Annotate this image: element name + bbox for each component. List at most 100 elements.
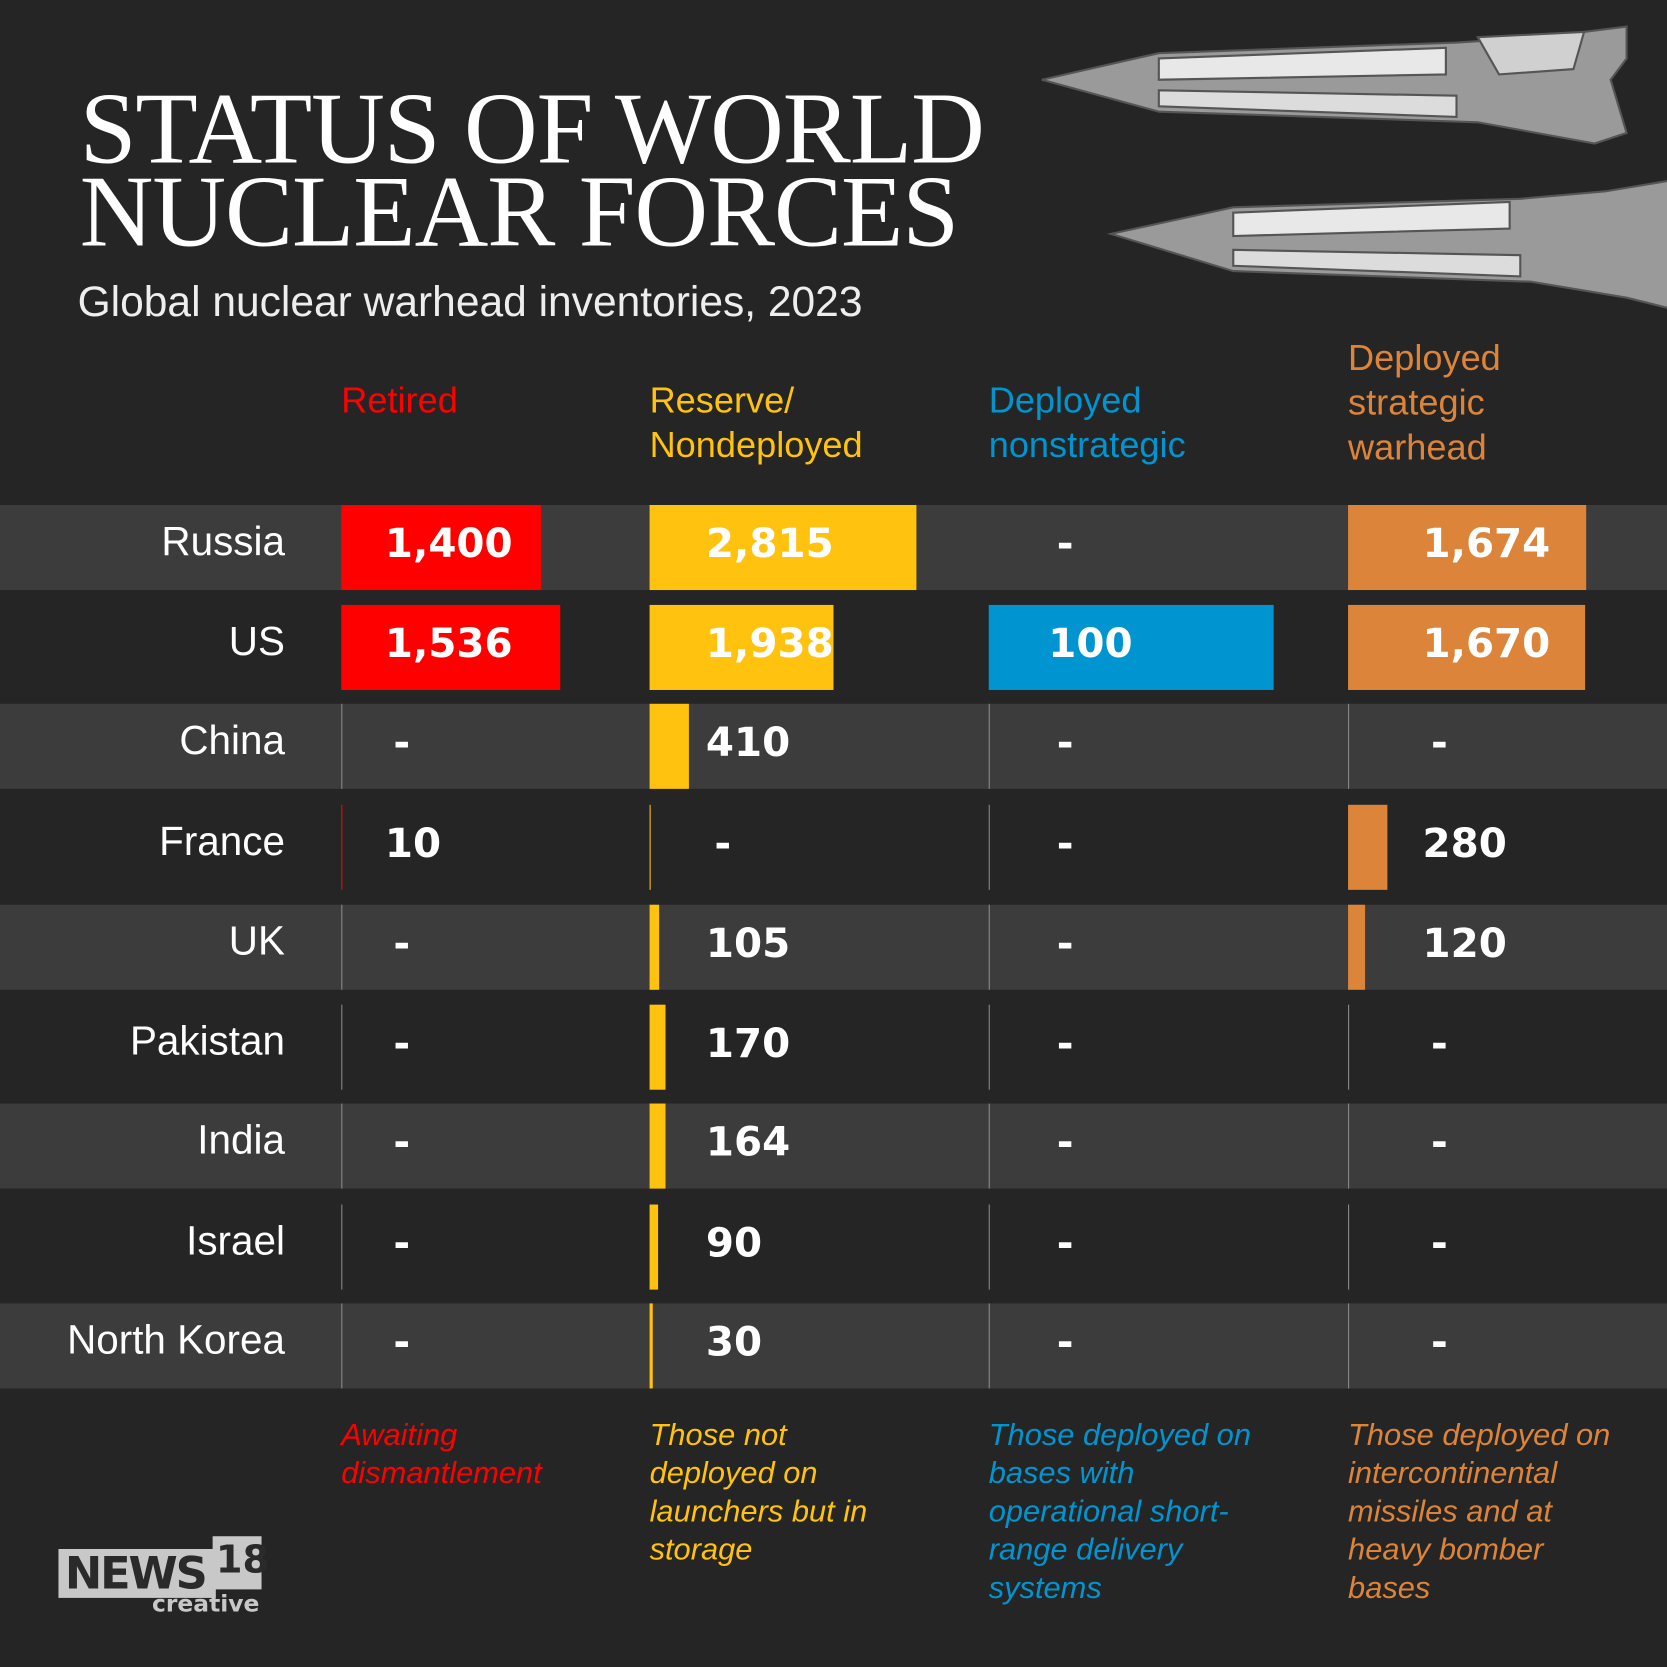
value-bar (649, 1004, 666, 1090)
value-bar (1348, 504, 1587, 591)
country-label: France (159, 819, 285, 865)
value-bar (341, 904, 343, 990)
table-row: North Korea - 30 - - (0, 1303, 1667, 1389)
value-bar (649, 1103, 666, 1189)
value-label: - (393, 718, 411, 766)
table-row: France 10 - - 280 (0, 804, 1667, 890)
value-bar (1348, 1303, 1350, 1389)
value-bar (341, 703, 343, 789)
value-bar (649, 904, 660, 990)
country-label: Israel (186, 1219, 285, 1265)
table-row: Russia 1,400 2,815 - 1,674 (0, 504, 1667, 591)
value-bar (649, 1303, 653, 1389)
value-bar (1348, 804, 1388, 890)
title-line-2: NUCLEAR FORCES (79, 154, 959, 268)
country-label: Russia (161, 519, 285, 565)
value-bar (1348, 904, 1366, 990)
value-label: - (1430, 1318, 1448, 1366)
column-header-reserve: Reserve/ Nondeployed (649, 380, 863, 466)
value-bar (649, 504, 917, 591)
value-bar (341, 1303, 343, 1389)
value-label: - (1056, 519, 1074, 567)
value-label: 120 (1422, 919, 1507, 967)
note-nonstrategic: Those deployed on bases with operational… (988, 1418, 1251, 1606)
country-label: North Korea (67, 1318, 285, 1363)
value-bar (341, 504, 541, 591)
value-bar (649, 703, 689, 789)
value-bar (341, 1004, 343, 1090)
note-retired: Awaiting dismantlement (341, 1418, 542, 1491)
value-bar (341, 1103, 343, 1189)
value-label: - (1056, 1219, 1074, 1267)
value-label: - (1056, 718, 1074, 766)
table-row: Israel - 90 - - (0, 1204, 1667, 1290)
value-bar (1348, 1004, 1350, 1090)
table-row: China - 410 - - (0, 703, 1667, 789)
value-label: 170 (705, 1019, 791, 1067)
table-row: Pakistan - 170 - - (0, 1004, 1667, 1090)
value-bar (649, 804, 651, 890)
value-bar (649, 604, 834, 690)
value-label: - (393, 919, 411, 967)
value-label: - (1056, 919, 1074, 967)
value-bar (1348, 1103, 1350, 1189)
note-reserve: Those not deployed on launchers but in s… (649, 1418, 868, 1568)
value-label: 2,815 (705, 519, 834, 567)
value-bar (988, 1103, 990, 1189)
value-label: 90 (705, 1219, 763, 1267)
value-label: 280 (1422, 819, 1507, 867)
value-label: - (1430, 1219, 1448, 1267)
value-label: - (393, 1318, 411, 1366)
column-header-nonstrategic: Deployed nonstrategic (988, 380, 1186, 466)
value-label: - (1056, 1118, 1074, 1166)
value-label: - (393, 1219, 411, 1267)
value-bar (1348, 604, 1586, 690)
value-bar (988, 1303, 990, 1389)
country-label: Pakistan (129, 1019, 285, 1065)
country-label: US (228, 619, 285, 665)
value-label: 410 (705, 718, 791, 766)
missile-icon (1106, 180, 1667, 309)
subtitle: Global nuclear warhead inventories, 2023 (77, 278, 863, 326)
value-bar (988, 1004, 990, 1090)
note-strategic: Those deployed on intercontinental missi… (1348, 1418, 1611, 1606)
value-bar (341, 1204, 343, 1290)
column-header-strategic: Deployed strategic warhead (1348, 338, 1501, 468)
value-label: 1,938 (705, 619, 834, 667)
value-bar (988, 703, 990, 789)
table-row: India - 164 - - (0, 1103, 1667, 1189)
country-label: India (197, 1118, 285, 1164)
value-label: - (1430, 718, 1448, 766)
value-label: 30 (705, 1318, 763, 1366)
value-bar (341, 604, 561, 690)
value-bar (649, 1204, 659, 1290)
country-label: UK (228, 919, 285, 965)
value-bar (988, 804, 990, 890)
value-label: 1,400 (384, 519, 513, 567)
table-row: UK - 105 - 120 (0, 904, 1667, 990)
value-label: - (393, 1019, 411, 1067)
value-label: 1,670 (1422, 619, 1551, 667)
value-bar (341, 804, 343, 890)
page-title: STATUS OF WORLD NUCLEAR FORCES (79, 71, 985, 268)
value-label: - (1056, 1019, 1074, 1067)
value-bar (1348, 1204, 1350, 1290)
value-label: 105 (705, 919, 791, 967)
value-label: 100 (1048, 619, 1133, 667)
country-label: China (179, 718, 285, 764)
value-label: - (393, 1118, 411, 1166)
value-label: - (1056, 819, 1074, 867)
column-header-retired: Retired (341, 380, 458, 422)
value-label: 10 (384, 819, 442, 867)
value-label: - (1430, 1019, 1448, 1067)
value-bar (988, 904, 990, 990)
value-label: - (1430, 1118, 1448, 1166)
title-line-1: STATUS OF WORLD (79, 71, 985, 185)
value-label: - (714, 819, 732, 867)
value-bar (988, 1204, 990, 1290)
value-bar (988, 604, 1274, 690)
value-bar (1348, 703, 1350, 789)
value-label: - (1056, 1318, 1074, 1366)
value-label: 1,674 (1422, 519, 1551, 567)
